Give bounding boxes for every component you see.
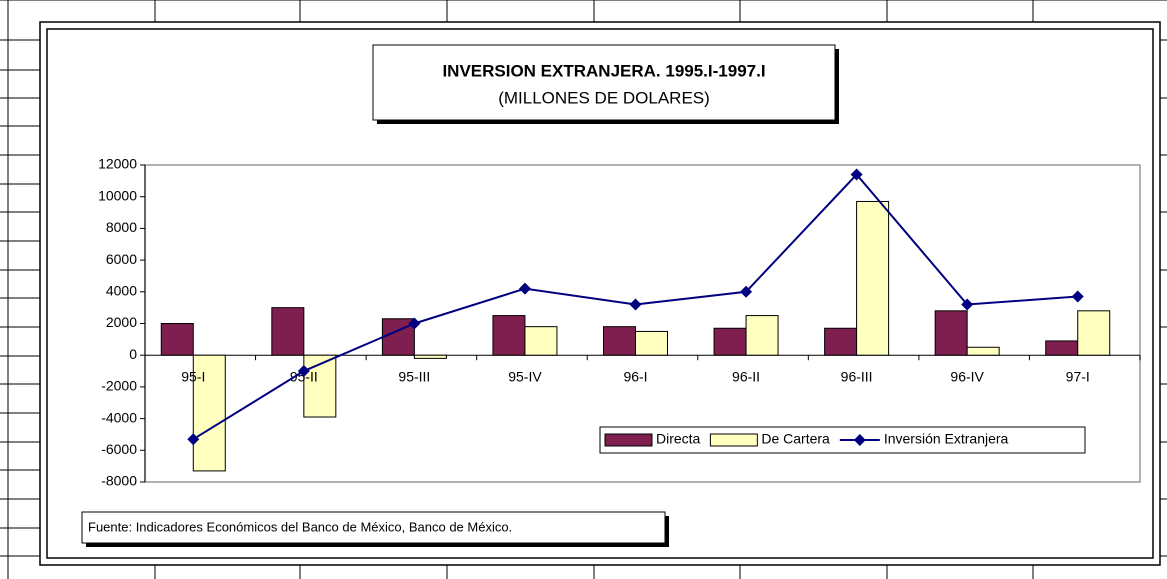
- line-marker: [740, 285, 753, 298]
- bar: [524, 326, 558, 356]
- line-marker: [1071, 290, 1084, 303]
- legend-label: Directa: [656, 431, 701, 447]
- bar: [603, 326, 636, 356]
- x-tick-label: 96-II: [732, 369, 760, 385]
- bar: [635, 330, 668, 356]
- bar: [745, 315, 779, 356]
- y-tick-label: -4000: [101, 409, 137, 425]
- x-tick-label: 96-III: [841, 369, 873, 385]
- x-tick-label: 96-I: [623, 369, 647, 385]
- x-tick-label: 96-IV: [950, 369, 984, 385]
- legend-box: [599, 426, 1086, 454]
- bar: [303, 354, 337, 418]
- line-marker: [297, 365, 310, 378]
- bar: [160, 323, 194, 356]
- bar: [492, 315, 526, 356]
- bar: [934, 310, 968, 356]
- legend-label: Inversión Extranjera: [884, 431, 1009, 447]
- chart-inner-frame: [46, 28, 1154, 559]
- line-marker: [850, 168, 863, 181]
- line-marker: [408, 317, 421, 330]
- line-marker: [961, 298, 974, 311]
- y-tick-label: 0: [129, 346, 137, 362]
- source-box: [81, 511, 666, 544]
- y-tick-label: 12000: [98, 156, 137, 172]
- y-tick-label: 10000: [98, 187, 137, 203]
- bar: [413, 354, 447, 359]
- legend-marker: [853, 434, 866, 446]
- y-tick-label: -2000: [101, 378, 137, 394]
- y-tick-label: 2000: [106, 314, 137, 330]
- x-tick-label: 95-III: [398, 369, 430, 385]
- bar: [192, 354, 226, 472]
- x-tick-label: 95-I: [181, 369, 205, 385]
- line-marker: [518, 282, 531, 295]
- y-tick-label: -6000: [101, 441, 137, 457]
- y-tick-label: 6000: [106, 251, 137, 267]
- legend-swatch: [604, 433, 653, 447]
- x-tick-label: 95-IV: [508, 369, 542, 385]
- title-box: [372, 44, 836, 121]
- chart-subtitle: (MILLONES DE DOLARES): [498, 88, 710, 107]
- bar: [824, 327, 858, 356]
- legend-swatch: [709, 433, 758, 447]
- bar: [856, 200, 890, 356]
- line-marker: [629, 298, 642, 311]
- bar: [713, 327, 747, 356]
- bar: [1045, 340, 1079, 356]
- y-tick-label: -8000: [101, 473, 137, 489]
- source-note: Fuente: Indicadores Económicos del Banco…: [88, 519, 512, 534]
- x-tick-label: 97-I: [1066, 369, 1090, 385]
- line-marker: [187, 433, 200, 446]
- y-tick-label: 4000: [106, 283, 137, 299]
- chart-title: INVERSION EXTRANJERA. 1995.I-1997.I: [442, 61, 765, 80]
- y-tick-label: 8000: [106, 219, 137, 235]
- bar: [271, 307, 305, 356]
- bar: [1077, 310, 1111, 356]
- legend-label: De Cartera: [761, 431, 830, 447]
- bar: [966, 346, 1000, 356]
